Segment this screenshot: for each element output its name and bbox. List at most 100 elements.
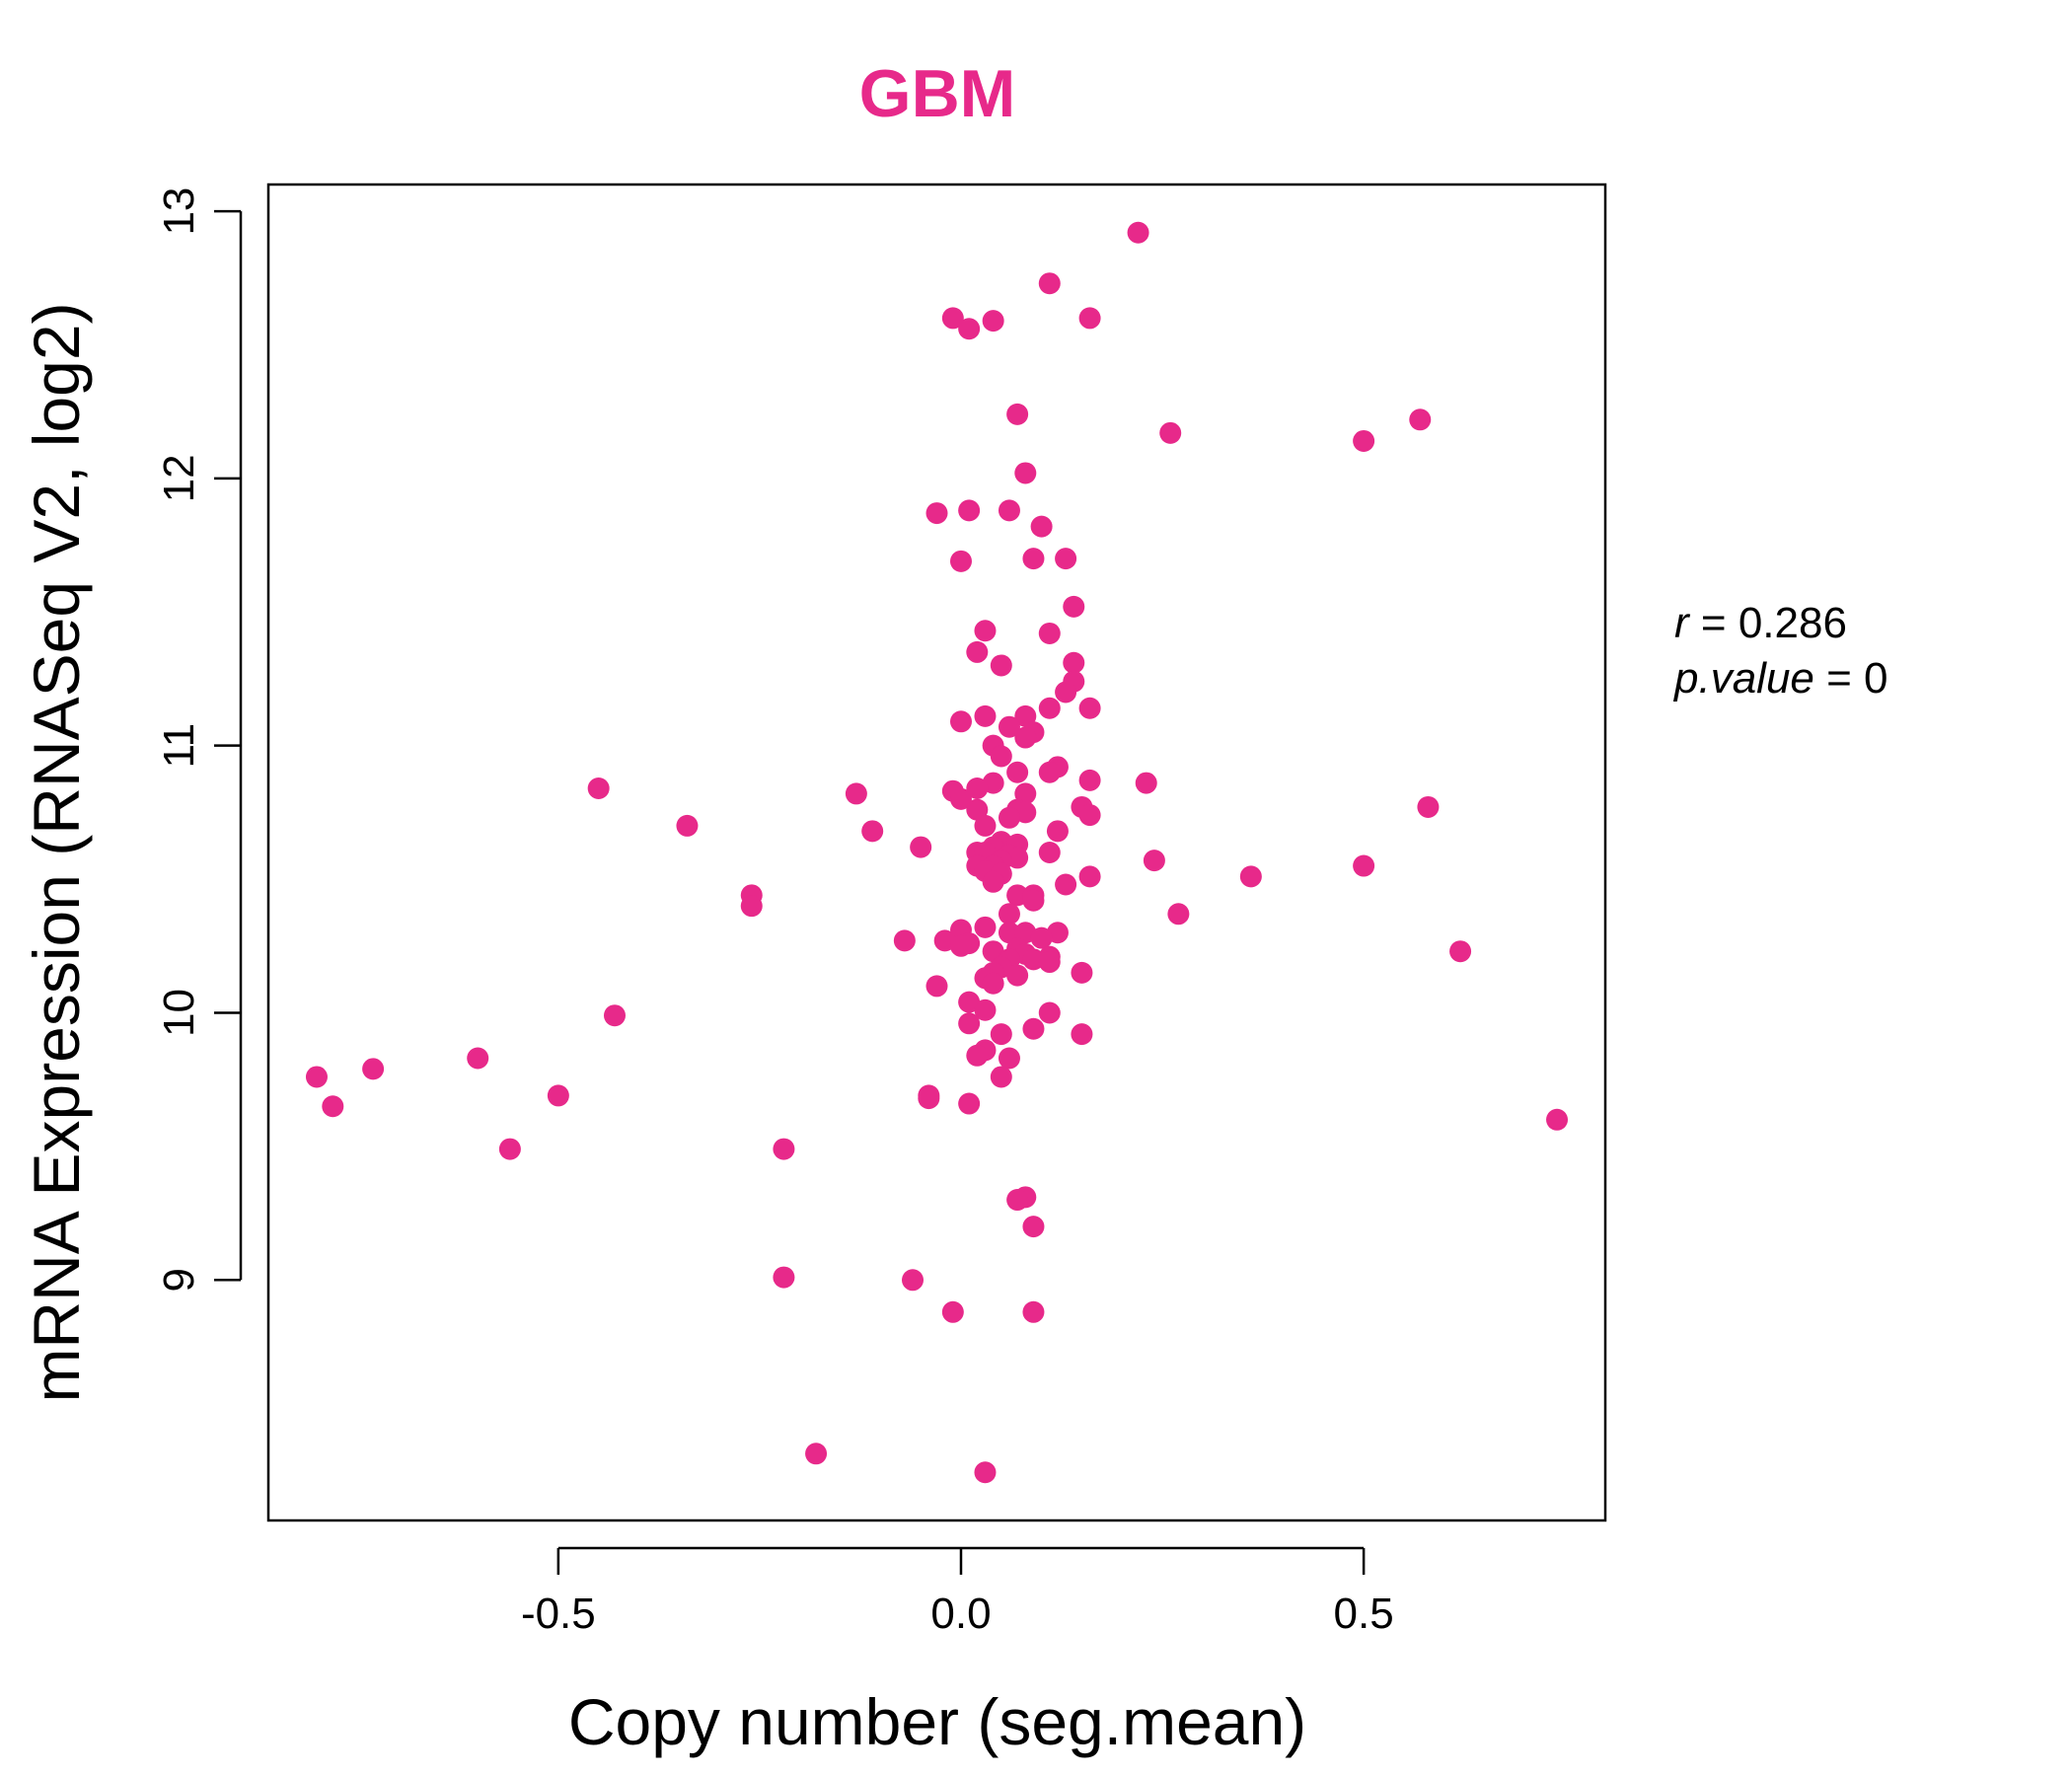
data-point — [1078, 804, 1101, 827]
data-point — [587, 777, 610, 800]
r-value: 0.286 — [1739, 599, 1847, 647]
data-point — [925, 975, 948, 998]
y-axis-label: mRNA Expression (RNASeq V2, log2) — [20, 302, 93, 1402]
x-tick-label: 0.0 — [930, 1590, 991, 1638]
data-point — [1038, 842, 1061, 863]
data-point — [1022, 548, 1045, 570]
data-point — [362, 1058, 385, 1080]
data-point — [1078, 769, 1101, 791]
data-point — [1038, 697, 1061, 719]
data-point — [998, 715, 1020, 738]
data-point — [949, 787, 972, 810]
data-point — [990, 1066, 1012, 1088]
data-point — [1022, 1017, 1045, 1040]
data-point — [998, 1047, 1020, 1070]
data-point — [1014, 726, 1037, 749]
data-point — [1167, 903, 1190, 925]
data-point — [966, 798, 989, 821]
data-point — [1071, 1023, 1093, 1046]
data-point — [958, 499, 981, 522]
data-point — [1030, 926, 1053, 949]
x-tick-label: -0.5 — [521, 1590, 596, 1638]
y-axis: 9 10 11 12 13 — [155, 187, 243, 1293]
p-value-statistic: p.value = 0 — [1672, 654, 1888, 703]
data-point — [1022, 1216, 1045, 1238]
data-point — [1135, 772, 1157, 794]
data-point — [949, 710, 972, 733]
data-point — [467, 1047, 489, 1070]
y-tick-label: 9 — [155, 1268, 203, 1292]
data-point — [974, 814, 997, 837]
data-point — [949, 550, 972, 572]
data-point — [941, 307, 964, 330]
data-point — [1030, 515, 1053, 538]
x-tick-label: 0.5 — [1334, 1590, 1394, 1638]
data-point — [1055, 681, 1077, 703]
data-point — [1071, 961, 1093, 984]
data-point — [773, 1138, 795, 1160]
data-point — [1006, 403, 1029, 425]
y-tick-label: 10 — [155, 989, 203, 1037]
data-point — [998, 903, 1020, 925]
data-point — [1143, 850, 1165, 872]
chart-title: GBM — [859, 56, 1016, 131]
data-point — [966, 640, 989, 663]
x-axis: -0.5 0.0 0.5 — [521, 1546, 1394, 1638]
data-point — [1449, 940, 1472, 963]
data-point — [1014, 704, 1037, 727]
data-point — [1038, 761, 1061, 783]
data-point — [1022, 1300, 1045, 1323]
data-point — [1038, 272, 1061, 295]
data-point — [805, 1443, 828, 1465]
data-point — [990, 745, 1012, 768]
data-point — [1353, 854, 1375, 877]
data-point — [1417, 795, 1440, 818]
data-point — [974, 1461, 997, 1484]
data-point — [990, 654, 1012, 677]
data-point — [958, 1012, 981, 1035]
data-point — [974, 620, 997, 642]
data-point — [982, 940, 1004, 963]
data-points — [305, 221, 1569, 1484]
data-point — [1022, 889, 1045, 912]
data-point — [1127, 221, 1149, 244]
data-point — [1022, 948, 1045, 971]
y-tick-label: 11 — [155, 723, 203, 769]
data-point — [1353, 429, 1375, 452]
data-point — [958, 1092, 981, 1115]
data-point — [974, 704, 997, 727]
data-point — [1063, 595, 1085, 618]
data-point — [547, 1084, 569, 1107]
data-point — [1055, 873, 1077, 896]
data-point — [740, 895, 763, 918]
data-point — [925, 502, 948, 525]
data-point — [982, 310, 1004, 333]
data-point — [982, 870, 1004, 893]
data-point — [998, 499, 1020, 522]
data-point — [1078, 865, 1101, 888]
data-point — [1038, 951, 1061, 974]
data-point — [1159, 421, 1182, 444]
data-point — [998, 922, 1020, 944]
correlation-stats: r = 0.286 p.value = 0 — [1672, 599, 1888, 703]
data-point — [966, 1044, 989, 1067]
data-point — [990, 1023, 1012, 1046]
data-point — [949, 934, 972, 957]
y-tick-label: 12 — [155, 454, 203, 502]
plot-frame — [266, 183, 1607, 1522]
data-point — [1046, 820, 1069, 843]
data-point — [918, 1087, 940, 1110]
data-point — [603, 1004, 626, 1027]
data-point — [1409, 408, 1432, 431]
data-point — [1006, 847, 1029, 869]
data-point — [893, 929, 916, 952]
data-point — [966, 777, 989, 800]
data-point — [845, 782, 867, 805]
data-point — [1078, 697, 1101, 719]
data-point — [1078, 307, 1101, 330]
data-point — [974, 916, 997, 938]
data-point — [982, 972, 1004, 995]
data-point — [1006, 964, 1029, 987]
data-point — [1006, 761, 1029, 783]
